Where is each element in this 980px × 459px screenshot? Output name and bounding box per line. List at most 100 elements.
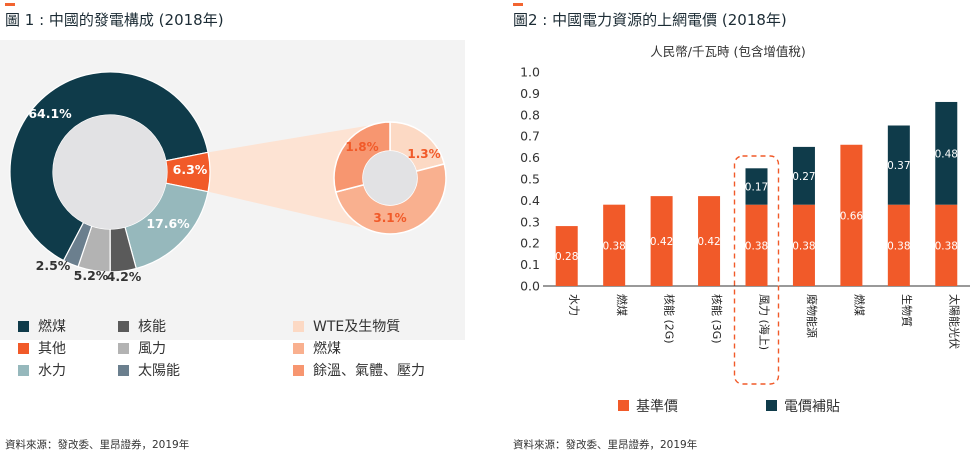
y-tick-label-1: 0.1: [520, 257, 540, 272]
bar-base-label-5: 0.38: [792, 240, 815, 252]
bar-base-2: [650, 196, 673, 286]
bar-subsidy-label-7: 0.37: [887, 160, 910, 172]
left-accent-dash: [5, 3, 15, 6]
generation-legend-entry-2-label: 水力: [38, 363, 66, 379]
highlight-offshore-wind: [733, 155, 780, 385]
generation-legend-entry-0: 燃煤: [18, 316, 66, 336]
bar-base-label-0: 0.28: [555, 251, 578, 263]
bar-base-label-2: 0.42: [650, 236, 673, 248]
x-category-label-2: 核能 (2G): [663, 294, 677, 344]
bar-base-3: [698, 196, 721, 286]
y-tick-label-8: 0.8: [520, 107, 540, 122]
bar-legend-label-base: 基準價: [636, 398, 678, 415]
generation-legend-entry-0-swatch: [18, 320, 29, 332]
bar-base-5: [792, 204, 815, 286]
y-tick-label-7: 0.7: [520, 129, 540, 144]
breakdown-legend-entry-0-label: WTE及生物質: [313, 319, 401, 335]
bar-legend-swatch-subsidy: [766, 400, 777, 411]
donut-hole: [53, 115, 167, 229]
generation-legend-entry-3-swatch: [118, 320, 129, 332]
donut-value-label-4: 5.2%: [74, 268, 109, 283]
x-category-label-0: 水力: [568, 294, 581, 316]
breakdown-legend-entry-2: 餘溫、氣體、壓力: [293, 360, 425, 380]
y-tick-label-4: 0.4: [520, 193, 540, 208]
bar-base-7: [887, 204, 910, 286]
left-figure-title: 圖 1 : 中國的發電構成 (2018年): [5, 11, 224, 29]
bar-base-0: [555, 226, 578, 286]
right-source: 資料來源：發改委、里昂證券，2019年: [513, 439, 698, 451]
x-category-label-1: 燃煤: [615, 294, 629, 316]
x-category-label-5: 廢物能源: [805, 294, 819, 338]
generation-legend: 燃煤 其他 水力 核能 風力 太陽能 WTE及生物質 燃煤 餘溫、氣體、壓力: [18, 316, 425, 380]
x-category-label-6: 燃煤: [852, 294, 866, 316]
bar-subsidy-5: [792, 146, 815, 205]
donut-value-label-1: 6.3%: [173, 162, 208, 177]
generation-legend-entry-1: 其他: [18, 338, 66, 358]
generation-legend-entry-2-swatch: [18, 364, 29, 376]
y-tick-label-0: 0.0: [520, 279, 540, 294]
right-figure-title: 圖2 : 中國電力資源的上網電價 (2018年): [513, 11, 787, 29]
y-tick-label-2: 0.2: [520, 236, 540, 251]
bar-base-label-1: 0.38: [602, 240, 625, 252]
bar-base-4: [745, 204, 768, 286]
generation-legend-entry-4-label: 風力: [138, 341, 166, 357]
y-tick-label-10: 1.0: [520, 65, 540, 80]
bar-base-6: [840, 144, 863, 286]
bar-subsidy-4: [745, 168, 768, 205]
generation-legend-entry-1-swatch: [18, 342, 29, 354]
generation-legend-entry-5: 太陽能: [118, 360, 180, 380]
tariff-bar-chart: 人民幣/千瓦時 (包含增值稅) 0.0 0.1 0.2 0.3 0.4 0.5 0.6 0.7 0…: [520, 44, 970, 415]
breakdown-legend-entry-0: WTE及生物質: [293, 316, 400, 336]
bar-legend-swatch-base: [618, 400, 629, 411]
donut-value-label-3: 4.2%: [107, 269, 142, 284]
generation-legend-entry-3-label: 核能: [138, 319, 166, 335]
bar-base-label-4: 0.38: [745, 240, 768, 252]
x-category-label-4: 風力 (海上): [758, 294, 772, 350]
breakdown-legend-entry-1-swatch: [293, 342, 304, 354]
breakdown-legend-entry-1: 燃煤: [293, 338, 341, 358]
bar-subsidy-label-8: 0.48: [935, 148, 958, 160]
bar-subsidy-label-5: 0.27: [792, 171, 815, 183]
y-tick-label-6: 0.6: [520, 150, 540, 165]
breakdown-legend-entry-1-label: 燃煤: [313, 341, 341, 357]
donut-value-label-0: 64.1%: [28, 106, 72, 121]
bar-subsidy-8: [935, 101, 958, 205]
generation-legend-entry-3: 核能: [118, 316, 166, 336]
generation-legend-entry-1-label: 其他: [38, 341, 66, 357]
bar-base-label-7: 0.38: [887, 240, 910, 252]
bar-base-label-6: 0.66: [840, 210, 864, 222]
bar-legend-label-subsidy: 電價補貼: [784, 398, 840, 415]
bar-base-label-3: 0.42: [697, 236, 720, 248]
generation-legend-entry-4: 風力: [118, 338, 166, 358]
bar-subsidy-7: [887, 125, 910, 205]
right-accent-dash: [513, 3, 523, 6]
right-figure: 圖2 : 中國電力資源的上網電價 (2018年) 人民幣/千瓦時 (包含增值稅)…: [490, 0, 980, 459]
breakdown-hole: [363, 151, 417, 205]
breakdown-value-label-1: 3.1%: [373, 211, 406, 225]
breakdown-value-label-2: 1.8%: [345, 140, 378, 154]
bar-subsidy-label-4: 0.17: [745, 181, 768, 193]
donut-value-label-5: 2.5%: [36, 258, 71, 273]
generation-legend-entry-5-swatch: [118, 364, 129, 376]
y-tick-label-9: 0.9: [520, 86, 540, 101]
y-axis-label: 人民幣/千瓦時 (包含增值稅): [650, 44, 805, 59]
bar-base-1: [603, 204, 626, 286]
breakdown-legend-entry-0-swatch: [293, 320, 304, 332]
generation-legend-entry-2: 水力: [18, 360, 66, 380]
y-tick-label-5: 0.5: [520, 172, 540, 187]
generation-legend-entry-5-label: 太陽能: [138, 363, 180, 379]
x-category-label-3: 核能 (3G): [710, 294, 724, 344]
x-category-label-8: 太陽能光伏: [947, 294, 961, 349]
bar-base-label-8: 0.38: [935, 240, 958, 252]
donut-value-label-2: 17.6%: [146, 216, 190, 231]
generation-legend-entry-0-label: 燃煤: [38, 319, 66, 335]
breakdown-legend-entry-2-label: 餘溫、氣體、壓力: [313, 363, 425, 379]
left-source: 資料來源：發改委、里昂證券，2019年: [5, 439, 190, 451]
breakdown-legend-entry-2-swatch: [293, 364, 304, 376]
x-category-label-7: 生物質: [900, 294, 914, 327]
generation-legend-entry-4-swatch: [118, 342, 129, 354]
left-figure: 圖 1 : 中國的發電構成 (2018年) 64.1% 6.3% 17.6% 4.2%…: [0, 3, 465, 451]
generation-donut-chart: 64.1% 6.3% 17.6% 4.2%5.2%2.5% 1.3% 3.1% 1.8%: [0, 40, 465, 340]
y-tick-label-3: 0.3: [520, 214, 540, 229]
bar-base-8: [935, 204, 958, 286]
